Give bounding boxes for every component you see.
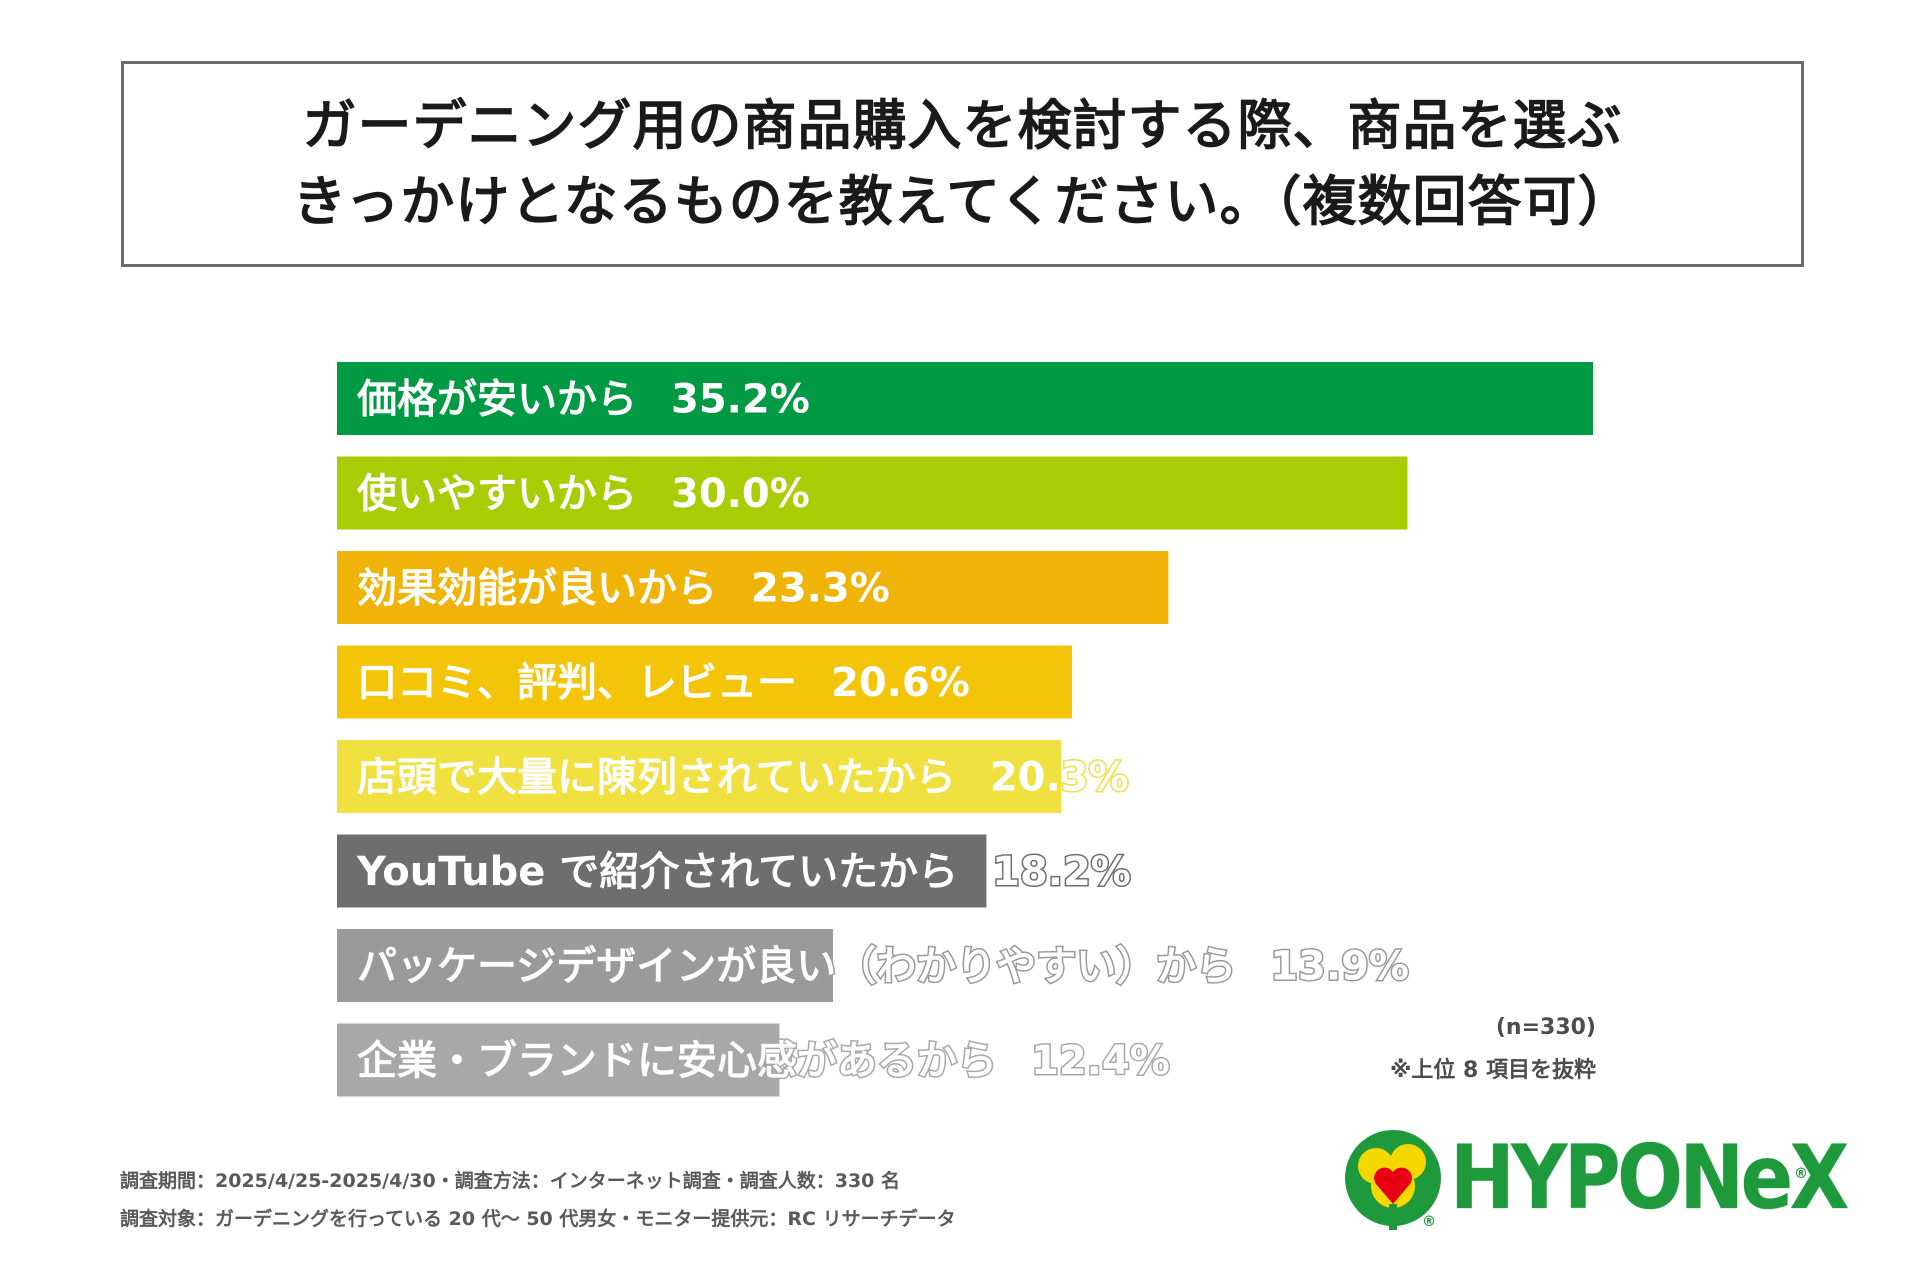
plant-heart-icon	[1345, 1130, 1441, 1230]
value-label: 20.3%	[990, 755, 1129, 801]
bar-label-1: 価格が安いから 35.2%	[356, 377, 810, 423]
registered-mark-left: ®	[1422, 1214, 1436, 1230]
value-label: 18.2%	[992, 849, 1131, 895]
footer-survey-period: 調査期間：2025/4/25-2025/4/30・調査方法：インターネット調査・…	[120, 1170, 901, 1192]
hyponex-logo: HYPONeX ® ®	[1338, 1126, 1849, 1236]
question-box: ガーデニング用の商品購入を検討する際、商品を選ぶ きっかけとなるものを教えてくだ…	[121, 61, 1804, 267]
bar-3	[337, 551, 1169, 624]
sample-size-note: (n=330)	[1495, 1015, 1596, 1040]
category-label: 口コミ、評判、レビュー	[357, 660, 797, 706]
footer-survey-target: 調査対象：ガーデニングを行っている 20 代〜 50 代男女・モニター提供元：R…	[120, 1208, 956, 1230]
value-label: 23.3%	[751, 566, 890, 612]
category-label: 効果効能が良いから	[357, 566, 717, 612]
value-label: 12.4%	[1031, 1038, 1170, 1084]
category-label: 店頭で大量に陳列されていたから	[357, 755, 956, 801]
bar-label-2: 使いやすいから 30.0%	[357, 471, 810, 517]
category-label: YouTube で紹介されていたから	[356, 849, 958, 895]
value-label: 35.2%	[671, 377, 810, 423]
category-label: 価格が安いから	[356, 377, 637, 423]
question-line-1: ガーデニング用の商品購入を検討する際、商品を選ぶ	[302, 94, 1623, 157]
bar-1	[337, 362, 1593, 435]
value-label: 30.0%	[671, 471, 810, 517]
bar-7	[337, 929, 833, 1002]
category-label: 企業・ブランドに安心感があるから	[357, 1038, 997, 1084]
category-label: パッケージデザインが良い（わかりやすい）から	[357, 944, 1236, 990]
bar-8	[337, 1023, 780, 1097]
bar-2	[337, 456, 1408, 530]
value-label: 13.9%	[1270, 944, 1409, 990]
bar-label-7: パッケージデザインが良い（わかりやすい）から 13.9%	[357, 944, 1409, 990]
bar-5	[337, 740, 1062, 813]
question-line-2: きっかけとなるものを教えてください。（複数回答可）	[292, 170, 1633, 233]
bar-label-5: 店頭で大量に陳列されていたから 20.3%	[357, 755, 1129, 801]
bar-label-3: 効果効能が良いから 23.3%	[357, 566, 890, 612]
bar-label-8: 企業・ブランドに安心感があるから 12.4%	[357, 1038, 1170, 1084]
logo-wordmark: HYPONeX	[1450, 1126, 1849, 1229]
value-label: 20.6%	[831, 660, 970, 706]
top-items-note: ※上位 8 項目を抜粋	[1389, 1058, 1596, 1083]
bar-label-4: 口コミ、評判、レビュー 20.6%	[357, 660, 970, 706]
category-label: 使いやすいから	[357, 471, 637, 517]
bar-6	[337, 834, 987, 908]
bar-4	[337, 645, 1073, 719]
bar-label-6: YouTube で紹介されていたから 18.2%	[356, 849, 1131, 895]
registered-mark-right: ®	[1794, 1166, 1808, 1182]
